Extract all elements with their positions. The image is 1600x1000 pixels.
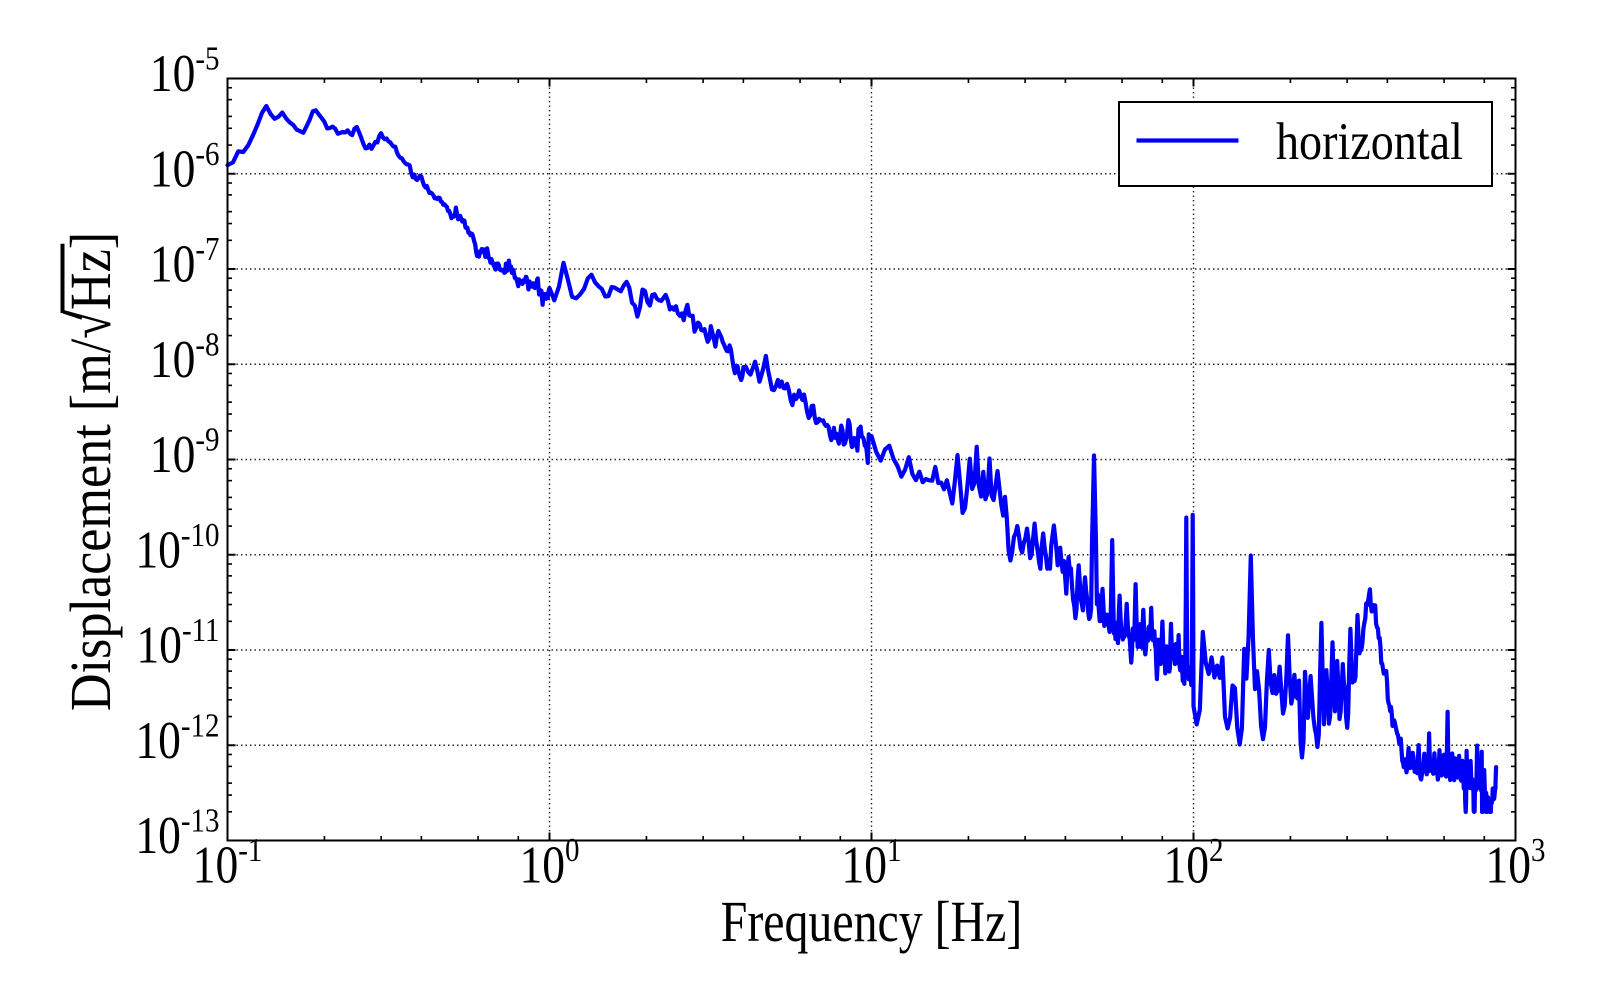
svg-text:101: 101 xyxy=(841,831,901,894)
svg-text:10-7: 10-7 xyxy=(150,230,220,293)
svg-text:Frequency [Hz]: Frequency [Hz] xyxy=(721,891,1023,954)
svg-text:100: 100 xyxy=(519,831,579,894)
svg-text:Displacement [m/√Hz]: Displacement [m/√Hz] xyxy=(58,232,122,711)
svg-text:horizontal: horizontal xyxy=(1276,112,1463,171)
